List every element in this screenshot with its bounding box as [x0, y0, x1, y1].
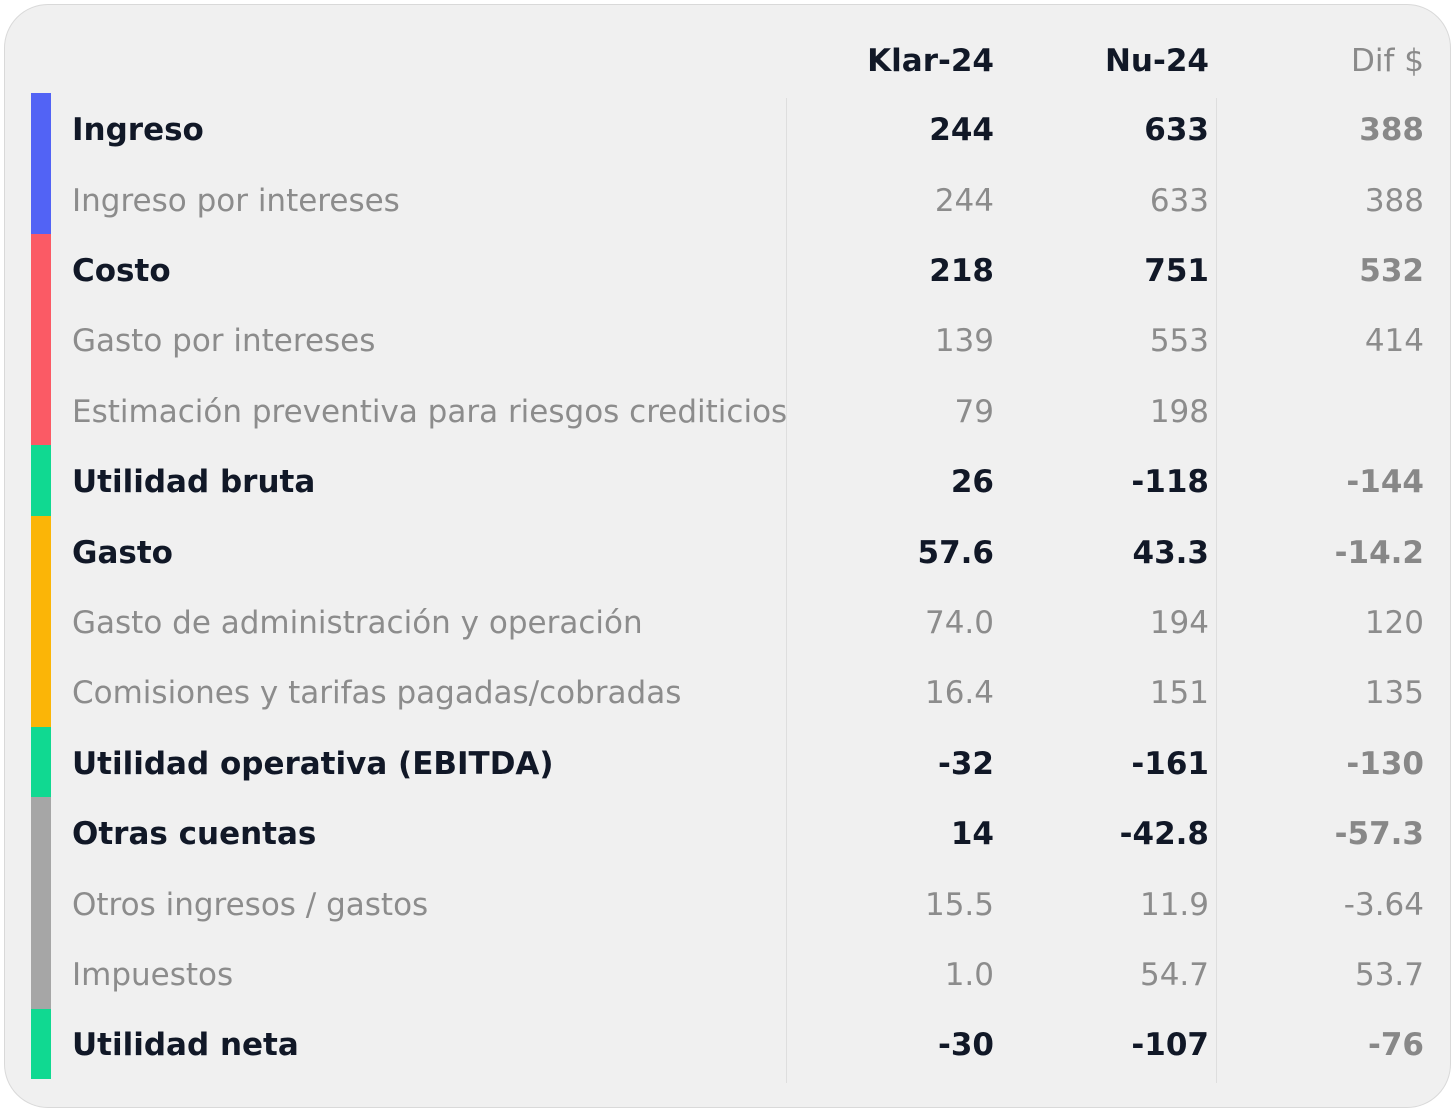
category-bar-gasto — [31, 516, 51, 727]
row-label: Otros ingresos / gastos — [72, 886, 429, 923]
column-divider-1 — [786, 98, 787, 1083]
dif-value: -57.3 — [1334, 816, 1424, 853]
table-row: Estimación preventiva para riesgos credi… — [5, 377, 1450, 447]
dif-value: -14.2 — [1334, 534, 1424, 571]
klar-value: -30 — [937, 1027, 994, 1064]
row-label: Otras cuentas — [72, 816, 317, 853]
nu-value: -161 — [1131, 745, 1209, 782]
table-row: Utilidad bruta 26 -118 -144 — [5, 447, 1450, 517]
column-divider-2 — [1216, 98, 1217, 1083]
table-row: Comisiones y tarifas pagadas/cobradas 16… — [5, 658, 1450, 728]
category-bar-utilidad-operativa — [31, 727, 51, 797]
table-row: Utilidad neta -30 -107 -76 — [5, 1010, 1450, 1080]
nu-value: 553 — [1149, 323, 1209, 360]
nu-value: 151 — [1149, 675, 1209, 712]
dif-value: 53.7 — [1354, 956, 1424, 993]
category-bar-utilidad-bruta — [31, 445, 51, 516]
header-dif: Dif $ — [1351, 43, 1424, 79]
table-row: Ingreso 244 633 388 — [5, 95, 1450, 165]
nu-value: 43.3 — [1132, 534, 1210, 571]
table-row: Gasto por intereses 139 553 414 — [5, 306, 1450, 376]
klar-value: 139 — [934, 323, 994, 360]
row-label: Utilidad neta — [72, 1027, 299, 1064]
row-label: Utilidad bruta — [72, 464, 316, 501]
table-row: Costo 218 751 532 — [5, 236, 1450, 306]
category-bar-utilidad-neta — [31, 1009, 51, 1079]
dif-value: -144 — [1346, 464, 1424, 501]
row-label: Costo — [72, 252, 171, 289]
dif-value: 532 — [1359, 252, 1424, 289]
klar-value: 74.0 — [924, 604, 994, 641]
nu-value: -107 — [1131, 1027, 1209, 1064]
nu-value: 11.9 — [1139, 886, 1209, 923]
row-label: Gasto de administración y operación — [72, 604, 643, 641]
header-klar: Klar-24 — [867, 43, 994, 79]
dif-value: -3.64 — [1343, 886, 1424, 923]
nu-value: -42.8 — [1119, 816, 1209, 853]
klar-value: 57.6 — [917, 534, 995, 571]
klar-value: 244 — [934, 182, 994, 219]
row-label: Utilidad operativa (EBITDA) — [72, 745, 554, 782]
klar-value: 218 — [929, 252, 994, 289]
klar-value: 244 — [929, 112, 994, 149]
dif-value: 135 — [1364, 675, 1424, 712]
income-statement-card: Klar-24 Nu-24 Dif $ Ingreso 244 633 388 … — [4, 4, 1451, 1108]
nu-value: 198 — [1149, 393, 1209, 430]
row-label: Gasto por intereses — [72, 323, 376, 360]
dif-value: 388 — [1364, 182, 1424, 219]
row-label: Ingreso por intereses — [72, 182, 400, 219]
nu-value: 633 — [1149, 182, 1209, 219]
dif-value: 388 — [1359, 112, 1424, 149]
dif-value: -130 — [1346, 745, 1424, 782]
category-bar-ingreso — [31, 93, 51, 234]
table-row: Utilidad operativa (EBITDA) -32 -161 -13… — [5, 729, 1450, 799]
klar-value: 15.5 — [924, 886, 994, 923]
nu-value: -118 — [1131, 464, 1209, 501]
nu-value: 751 — [1144, 252, 1209, 289]
dif-value: 414 — [1364, 323, 1424, 360]
nu-value: 194 — [1149, 604, 1209, 641]
category-bar-costo — [31, 234, 51, 445]
table-row: Otros ingresos / gastos 15.5 11.9 -3.64 — [5, 869, 1450, 939]
klar-value: -32 — [937, 745, 994, 782]
header-nu: Nu-24 — [1104, 43, 1209, 79]
table-row: Otras cuentas 14 -42.8 -57.3 — [5, 799, 1450, 869]
row-label: Comisiones y tarifas pagadas/cobradas — [72, 675, 682, 712]
row-label: Impuestos — [72, 956, 234, 993]
table-row: Impuestos 1.0 54.7 53.7 — [5, 940, 1450, 1010]
table-row: Ingreso por intereses 244 633 388 — [5, 165, 1450, 235]
nu-value: 633 — [1144, 112, 1209, 149]
row-label: Estimación preventiva para riesgos credi… — [72, 393, 788, 430]
nu-value: 54.7 — [1139, 956, 1209, 993]
category-bar-otras-cuentas — [31, 797, 51, 1009]
klar-value: 14 — [950, 816, 994, 853]
klar-value: 16.4 — [924, 675, 994, 712]
table-row: Gasto 57.6 43.3 -14.2 — [5, 517, 1450, 587]
table-row: Gasto de administración y operación 74.0… — [5, 588, 1450, 658]
klar-value: 1.0 — [944, 956, 994, 993]
row-label: Ingreso — [72, 112, 204, 149]
dif-value: -76 — [1367, 1027, 1424, 1064]
dif-value: 120 — [1364, 604, 1424, 641]
klar-value: 26 — [950, 464, 994, 501]
row-label: Gasto — [72, 534, 173, 571]
klar-value: 79 — [954, 393, 994, 430]
